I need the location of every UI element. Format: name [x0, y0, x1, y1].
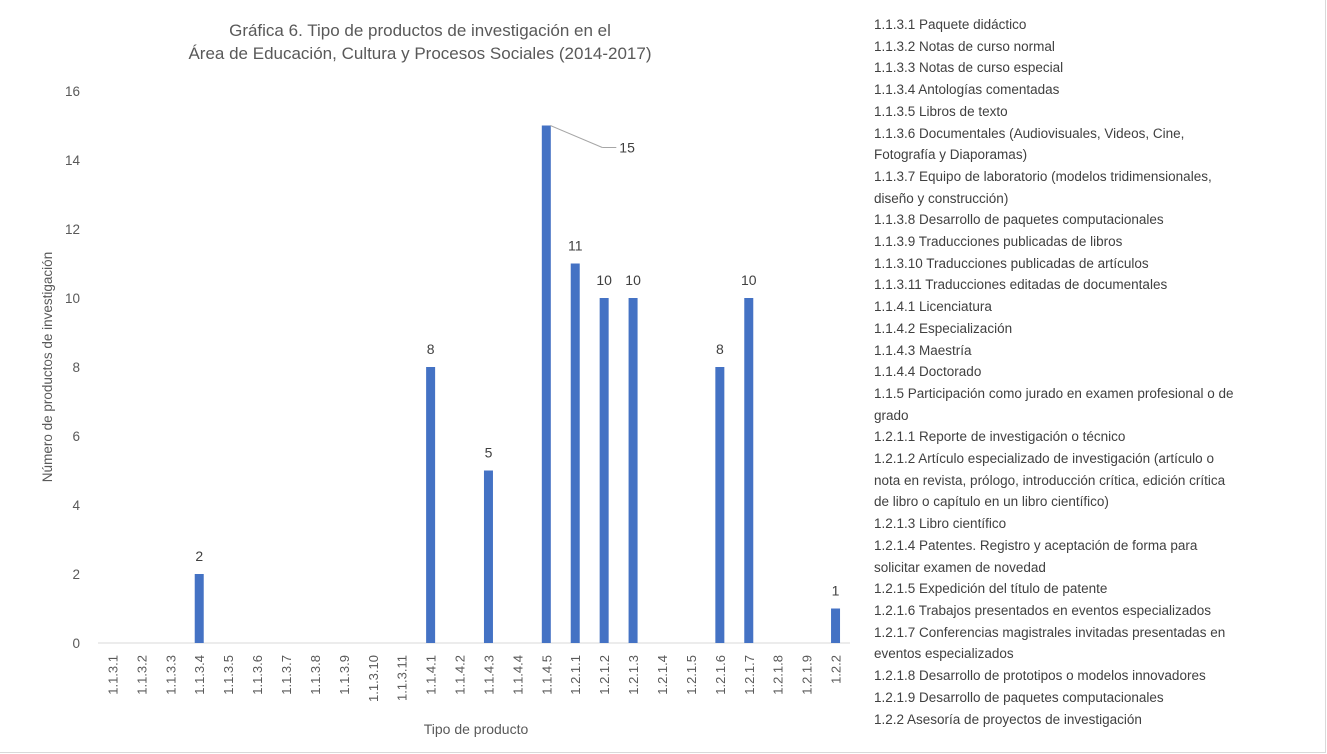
- bar: [483, 470, 493, 643]
- x-tick-label: 1.2.1.3: [626, 655, 641, 695]
- x-tick-label: 1.2.1.4: [655, 655, 670, 695]
- legend-item: Fotografía y Diaporamas): [874, 147, 1028, 163]
- legend-item: 1.2.1.7 Conferencias magistrales invitad…: [874, 624, 1226, 640]
- x-tick-label: 1.2.1.1: [568, 655, 583, 695]
- x-tick-label: 1.1.3.1: [105, 655, 120, 695]
- y-tick-label: 4: [72, 498, 80, 513]
- legend-item: nota en revista, prólogo, introducción c…: [874, 472, 1226, 488]
- legend-item: 1.1.3.4 Antologías comentadas: [874, 82, 1060, 98]
- legend-list: 1.1.3.1 Paquete didáctico 1.1.3.2 Notas d…: [874, 14, 1320, 730]
- data-label: 10: [596, 272, 612, 288]
- y-tick-label: 10: [65, 291, 80, 306]
- legend-item: 1.1.3.3 Notas de curso especial: [874, 60, 1064, 76]
- legend-item: 1.1.5 Participación como jurado en exame…: [874, 385, 1234, 401]
- x-tick-label: 1.2.1.5: [684, 655, 699, 695]
- x-tick-label: 1.1.3.3: [163, 655, 178, 695]
- data-label: 8: [427, 341, 435, 357]
- legend-item: 1.2.1.3 Libro científico: [874, 516, 1007, 532]
- x-tick-label: 1.1.3.2: [134, 655, 149, 695]
- legend-item: 1.2.1.6 Trabajos presentados en eventos …: [874, 602, 1211, 618]
- bar: [570, 263, 580, 643]
- x-tick-label: 1.2.1.2: [597, 655, 612, 695]
- legend-item: 1.1.4.3 Maestría: [874, 342, 972, 358]
- x-axis-label: Tipo de producto: [424, 721, 529, 737]
- legend-item: 1.1.3.1 Paquete didáctico: [874, 17, 1027, 32]
- bar: [715, 367, 725, 643]
- chart-area: Gráfica 6. Tipo de productos de investig…: [40, 21, 850, 737]
- bar: [628, 298, 638, 643]
- data-label: 5: [485, 445, 493, 461]
- y-tick-label: 14: [65, 153, 81, 168]
- x-tick-label: 1.2.1.9: [800, 655, 815, 695]
- x-tick-label: 1.1.3.10: [366, 655, 381, 702]
- x-tick-label: 1.1.3.8: [308, 655, 323, 695]
- data-label: 11: [568, 238, 583, 254]
- x-tick-label: 1.1.3.5: [221, 655, 236, 695]
- legend-item: 1.1.3.7 Equipo de laboratorio (modelos t…: [874, 168, 1212, 184]
- legend-item: 1.2.1.1 Reporte de investigación o técni…: [874, 429, 1126, 445]
- legend-item: solicitar examen de novedad: [874, 559, 1046, 575]
- legend-item: 1.1.3.6 Documentales (Audiovisuales, Vid…: [874, 125, 1185, 141]
- legend-item: 1.1.3.9 Traducciones publicadas de libro…: [874, 234, 1123, 250]
- legend-item: 1.1.3.5 Libros de texto: [874, 103, 1008, 119]
- legend-item: 1.2.1.5 Expedición del título de patente: [874, 581, 1108, 597]
- x-tick-label: 1.1.3.9: [337, 655, 352, 695]
- x-tick-label: 1.1.3.4: [192, 655, 207, 695]
- chart-title-line: Área de Educación, Cultura y Procesos So…: [188, 44, 651, 63]
- legend-item: 1.1.4.1 Licenciatura: [874, 299, 992, 315]
- x-tick-label: 1.1.4.3: [481, 655, 496, 695]
- legend-item: 1.2.2 Asesoría de proyectos de investiga…: [874, 711, 1142, 727]
- legend-item: diseño y construcción): [874, 190, 1009, 206]
- x-tick-label: 1.1.4.2: [453, 655, 468, 695]
- legend-item: 1.2.1.9 Desarrollo de paquetes computaci…: [874, 689, 1164, 705]
- x-tick-label: 1.1.4.5: [539, 655, 554, 695]
- bar: [744, 298, 754, 643]
- bar: [599, 298, 609, 643]
- x-tick-label: 1.1.3.6: [250, 655, 265, 695]
- y-tick-label: 0: [72, 636, 80, 651]
- data-label: 8: [716, 341, 724, 357]
- legend-item: 1.1.3.10 Traducciones publicadas de artí…: [874, 255, 1149, 271]
- data-label: 2: [195, 548, 203, 564]
- bar: [541, 125, 551, 643]
- legend-item: 1.1.4.2 Especialización: [874, 320, 1013, 336]
- data-label: 10: [625, 272, 641, 288]
- y-axis-label: Número de productos de investigación: [40, 252, 55, 482]
- chart-title-line: Gráfica 6. Tipo de productos de investig…: [229, 21, 611, 40]
- x-tick-label: 1.2.1.6: [713, 655, 728, 695]
- x-tick-label: 1.1.4.4: [510, 655, 525, 695]
- legend-item: 1.2.1.2 Artículo especializado de invest…: [874, 451, 1214, 467]
- x-tick-label: 1.1.4.1: [424, 655, 439, 695]
- x-tick-label: 1.2.2: [829, 655, 844, 684]
- bar: [831, 608, 841, 643]
- y-tick-label: 6: [72, 429, 80, 444]
- legend-item: 1.2.1.8 Desarrollo de prototipos o model…: [874, 668, 1206, 684]
- x-tick-label: 1.2.1.7: [742, 655, 757, 695]
- bar-chart: Gráfica 6. Tipo de productos de investig…: [40, 21, 850, 737]
- legend-item: grado: [874, 407, 909, 423]
- x-tick-label: 1.1.3.11: [395, 655, 410, 701]
- legend-item: 1.2.1.4 Patentes. Registro y aceptación …: [874, 537, 1198, 553]
- bar: [426, 367, 436, 643]
- data-label: 10: [741, 272, 757, 288]
- y-tick-label: 2: [72, 567, 80, 582]
- leader-line: [550, 125, 603, 148]
- x-tick-label: 1.2.1.8: [771, 655, 786, 695]
- legend-item: 1.1.3.8 Desarrollo de paquetes computaci…: [874, 212, 1164, 228]
- x-tick-label: 1.1.3.7: [279, 655, 294, 695]
- y-tick-label: 12: [65, 222, 80, 237]
- data-label: 1: [832, 583, 840, 599]
- bar: [194, 574, 204, 643]
- legend-item: 1.1.3.11 Traducciones editadas de docume…: [874, 277, 1168, 293]
- y-tick-label: 16: [65, 84, 80, 99]
- y-tick-label: 8: [72, 360, 80, 375]
- legend-item: eventos especializados: [874, 646, 1014, 662]
- data-label: 15: [619, 140, 635, 156]
- legend-item: 1.1.3.2 Notas de curso normal: [874, 38, 1055, 54]
- legend-item: de libro o capítulo en un libro científi…: [874, 494, 1109, 510]
- legend-item: 1.1.4.4 Doctorado: [874, 364, 982, 380]
